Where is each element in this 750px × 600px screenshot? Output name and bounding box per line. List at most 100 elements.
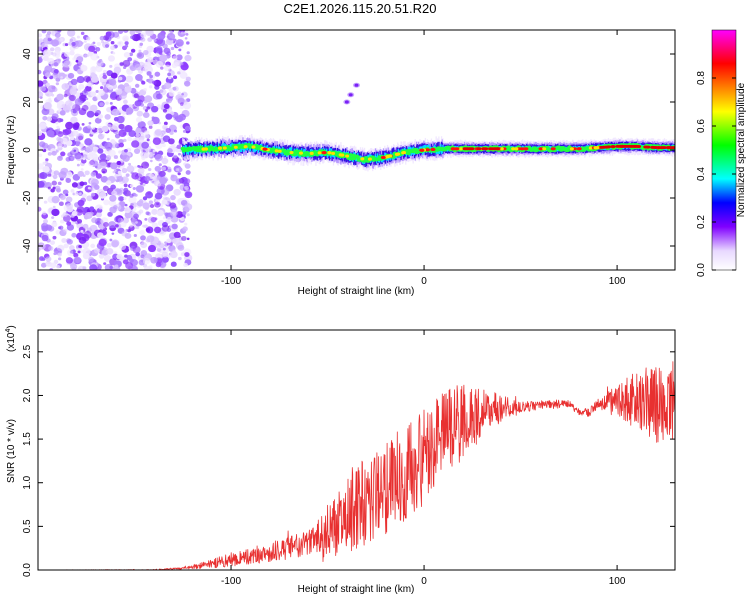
- noise-dot: [116, 40, 124, 47]
- noise-dot: [123, 66, 127, 70]
- noise-dot: [124, 86, 132, 93]
- noise-dot: [109, 265, 114, 270]
- noise-dot: [38, 247, 41, 252]
- noise-dot: [116, 115, 125, 124]
- trace-layer-3: [187, 149, 189, 155]
- noise-dot: [74, 191, 79, 196]
- noise-dot: [38, 69, 42, 75]
- noise-dot: [185, 33, 189, 36]
- noise-dot: [183, 80, 191, 87]
- trace-hotspot: [454, 147, 460, 151]
- noise-dot: [184, 163, 191, 169]
- noise-dot: [101, 125, 109, 133]
- trace-hotspot: [661, 146, 667, 150]
- trace-layer-3: [303, 149, 305, 154]
- noise-dot: [38, 33, 43, 38]
- noise-dot: [90, 192, 96, 197]
- noise-dot: [57, 252, 62, 257]
- noise-dot: [72, 124, 79, 130]
- noise-dot: [166, 227, 172, 232]
- noise-dot: [145, 228, 151, 233]
- noise-dot: [131, 172, 140, 180]
- noise-dot: [59, 38, 64, 42]
- noise-dot: [122, 99, 128, 104]
- noise-dot: [181, 211, 187, 216]
- trace-layer-3: [367, 154, 369, 161]
- noise-dot: [105, 155, 112, 161]
- noise-dot: [108, 221, 117, 229]
- noise-dot: [51, 113, 59, 120]
- noise-dot: [88, 256, 95, 263]
- noise-dot: [170, 174, 175, 178]
- trace-layer-3: [355, 155, 358, 162]
- noise-dot: [47, 151, 52, 156]
- noise-dot: [69, 245, 75, 251]
- trace-hotspot: [576, 147, 582, 151]
- noise-dot: [75, 40, 83, 48]
- trace-layer-3: [194, 149, 196, 154]
- colorbar-gradient: [711, 29, 737, 271]
- noise-dot: [87, 186, 91, 190]
- noise-dot: [148, 200, 154, 205]
- noise-dot: [70, 86, 77, 92]
- noise-dot: [145, 30, 154, 37]
- noise-dot: [72, 57, 76, 61]
- trace-hotspot: [262, 147, 268, 151]
- noise-dot: [127, 57, 133, 62]
- trace-hotspot: [321, 151, 327, 155]
- noise-dot: [140, 242, 148, 249]
- noise-dot: [82, 223, 89, 229]
- noise-dot: [184, 125, 191, 132]
- noise-dot: [46, 261, 53, 268]
- noise-dot: [104, 141, 113, 150]
- trace-hotspot: [430, 147, 436, 152]
- noise-dot: [146, 71, 152, 76]
- noise-dot: [161, 157, 169, 165]
- noise-dot: [56, 93, 64, 101]
- noise-dot: [80, 31, 85, 36]
- noise-dot: [101, 40, 105, 44]
- noise-dot: [174, 61, 180, 67]
- noise-dot: [134, 193, 138, 197]
- noise-dot: [99, 102, 104, 107]
- noise-dot: [177, 71, 181, 75]
- noise-dot: [164, 241, 167, 244]
- noise-dot: [70, 116, 78, 124]
- trace-warm: [385, 155, 390, 159]
- noise-dot: [129, 193, 134, 198]
- noise-dot: [109, 238, 113, 242]
- noise-dot: [46, 31, 52, 35]
- noise-dot: [128, 130, 137, 138]
- noise-dot: [59, 118, 64, 122]
- trace-warm: [298, 151, 303, 155]
- noise-dot: [122, 30, 129, 33]
- trace-layer-2: [440, 141, 443, 152]
- noise-dot: [38, 172, 45, 179]
- trace-warm: [569, 147, 574, 151]
- echo-dot: [348, 93, 353, 97]
- noise-dot: [49, 240, 56, 245]
- noise-dot: [80, 147, 85, 151]
- trace-hotspot: [523, 147, 529, 151]
- noise-dot: [86, 146, 94, 153]
- noise-dot: [141, 141, 149, 149]
- noise-dot: [162, 124, 168, 130]
- trace-layer-3: [281, 150, 283, 156]
- trace-hotspot: [424, 148, 431, 152]
- trace-layer-2: [374, 151, 376, 160]
- noise-dot: [180, 31, 184, 35]
- noise-dot: [38, 230, 41, 236]
- noise-dot: [144, 65, 154, 74]
- noise-dot: [133, 93, 139, 99]
- trace-layer-3: [290, 147, 292, 153]
- noise-dot: [103, 247, 108, 252]
- noise-dot: [166, 32, 176, 41]
- trace-core: [355, 155, 360, 159]
- noise-dot: [153, 39, 157, 42]
- trace-warm: [331, 151, 336, 156]
- noise-dot: [84, 54, 88, 58]
- spectrogram-ylabel: Frequency (Hz): [6, 116, 17, 185]
- noise-dot: [160, 66, 164, 70]
- trace-hotspot: [606, 145, 611, 149]
- noise-dot: [63, 93, 68, 98]
